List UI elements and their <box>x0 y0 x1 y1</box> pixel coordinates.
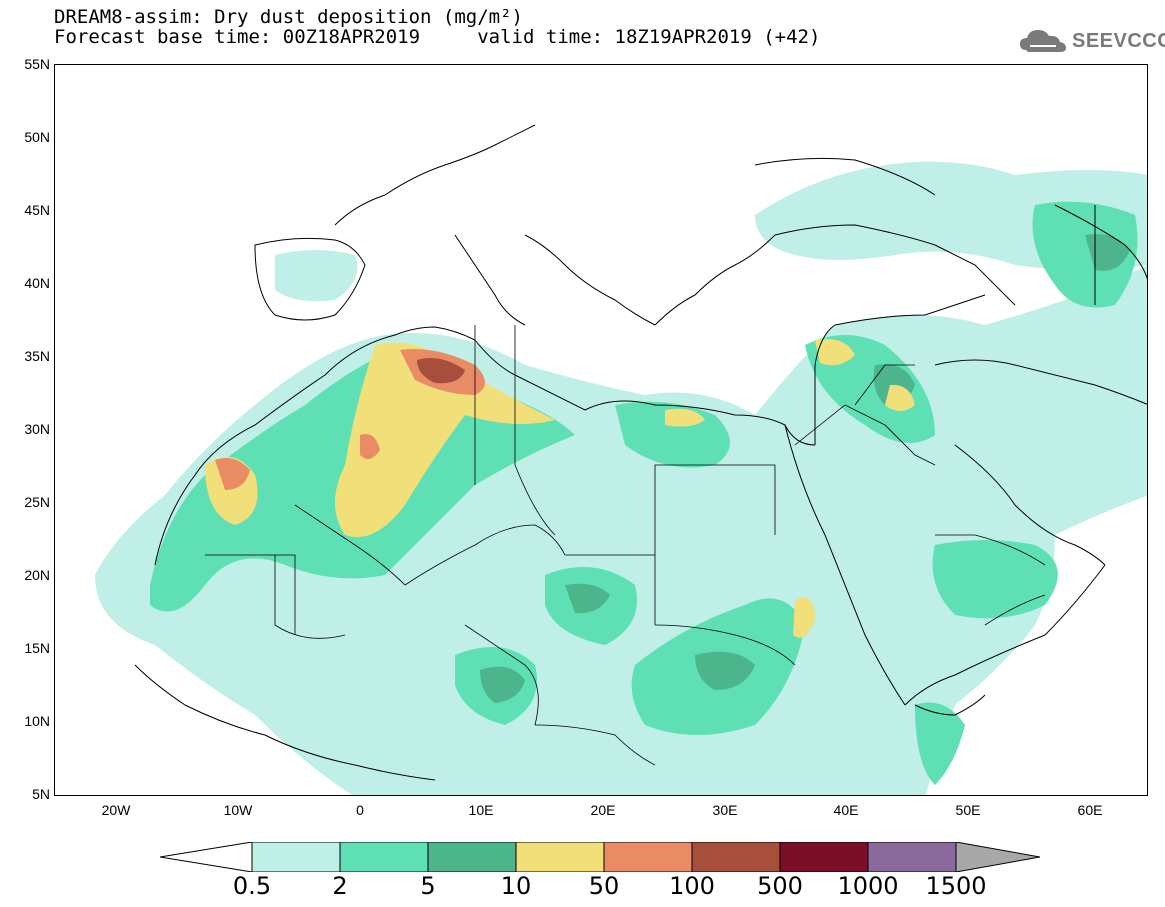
colorbar-bin-10-50 <box>515 842 605 872</box>
lon-label-10e: 10E <box>468 802 494 818</box>
colorbar-bin-50-100 <box>603 842 693 872</box>
colorbar-label-5: 5 <box>420 872 436 900</box>
colorbar-bin-0-5-2 <box>251 842 341 872</box>
lat-label-50n: 50N <box>24 129 50 145</box>
lat-label-10n: 10N <box>24 713 50 729</box>
cloud-logo-icon <box>1020 30 1066 52</box>
deposition-level-100 <box>417 357 465 384</box>
colorbar-bin-500-1000 <box>779 842 869 872</box>
coastlines <box>134 124 1147 781</box>
colorbar-label-100: 100 <box>669 872 715 900</box>
lon-label-40e: 40E <box>833 802 859 818</box>
colorbar-bin-2-5 <box>339 842 429 872</box>
lat-label-15n: 15N <box>24 640 50 656</box>
lat-label-45n: 45N <box>24 202 50 218</box>
colorbar-bin-5-10 <box>427 842 517 872</box>
lon-label-20w: 20W <box>101 802 131 818</box>
logo-text: SEEVCCC <box>1072 30 1165 52</box>
lon-label-50e: 50E <box>955 802 981 818</box>
colorbar-over-arrow <box>955 842 1040 872</box>
seevccc-logo: SEEVCCC <box>1018 24 1165 58</box>
lat-label-5n: 5N <box>32 786 50 802</box>
lat-label-55n: 55N <box>24 56 50 72</box>
map-title: DREAM8-assim: Dry dust deposition (mg/m²… <box>54 6 523 28</box>
forecast-time-subtitle: Forecast base time: 00Z18APR2019 valid t… <box>54 26 821 48</box>
lon-label-0: 0 <box>356 802 364 818</box>
colorbar-label-2: 2 <box>332 872 348 900</box>
map-canvas <box>95 124 1147 795</box>
colorbar-label-500: 500 <box>757 872 803 900</box>
deposition-level-10 <box>205 339 915 638</box>
lat-label-25n: 25N <box>24 494 50 510</box>
colorbar-bin-1000-1500 <box>867 842 957 872</box>
colorbar-bin-100-500 <box>691 842 781 872</box>
lon-label-60e: 60E <box>1077 802 1103 818</box>
lon-label-20e: 20E <box>590 802 616 818</box>
colorbar <box>160 842 1040 872</box>
lon-label-30e: 30E <box>712 802 738 818</box>
colorbar-under-arrow <box>160 842 253 872</box>
country-borders <box>205 324 1046 766</box>
lat-label-30n: 30N <box>24 421 50 437</box>
lon-label-10w: 10W <box>223 802 253 818</box>
colorbar-label-0-5: 0.5 <box>232 872 272 900</box>
colorbar-label-1000: 1000 <box>837 872 899 900</box>
lat-label-35n: 35N <box>24 348 50 364</box>
lat-label-40n: 40N <box>24 275 50 291</box>
colorbar-label-1500: 1500 <box>925 872 987 900</box>
colorbar-label-10: 10 <box>500 872 532 900</box>
lat-label-20n: 20N <box>24 567 50 583</box>
colorbar-label-50: 50 <box>588 872 620 900</box>
dust-deposition-map <box>54 64 1148 796</box>
